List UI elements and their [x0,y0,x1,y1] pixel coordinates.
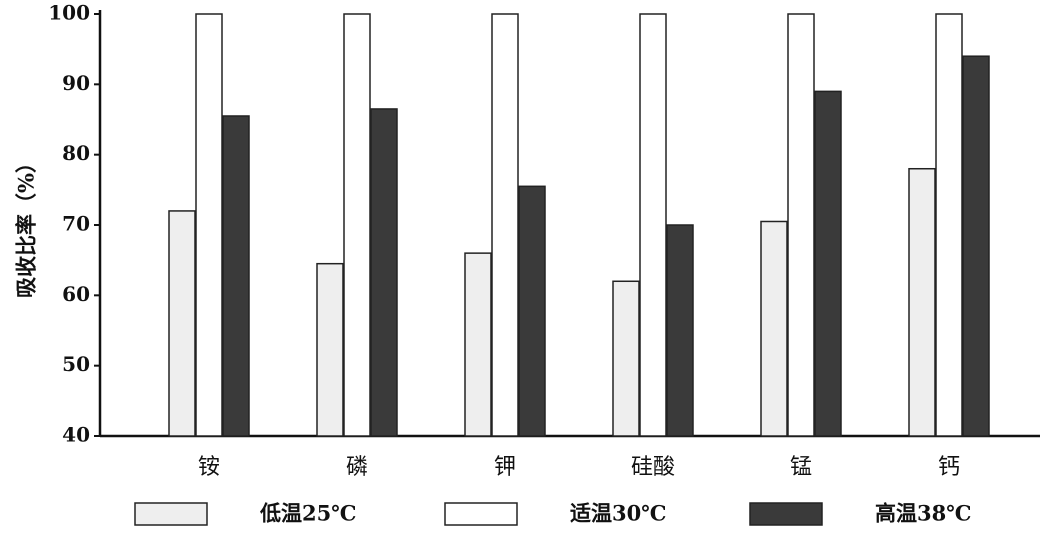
x-tick-label: 磷 [346,455,368,480]
y-tick-label: 70 [62,212,90,236]
y-axis-label: 吸收比率（%） [14,152,39,298]
bar [370,108,398,437]
bar [343,13,371,437]
bar [639,13,667,437]
bar [814,90,842,437]
bar [787,13,815,437]
bar [518,185,546,437]
bar [666,224,694,437]
legend-swatch [749,502,823,526]
x-tick-label: 铵 [198,455,220,480]
x-tick-label: 锰 [790,455,812,480]
legend-label: 高温38℃ [875,501,971,526]
y-tick-label: 50 [62,352,90,376]
bar [222,115,250,437]
y-tick-label: 60 [62,282,90,306]
bar [316,262,344,437]
legend-swatch [134,502,208,526]
bar [962,55,990,437]
bar [935,13,963,437]
y-tick-label: 100 [48,1,90,25]
bar [168,210,196,437]
bar [760,220,788,437]
bar [464,252,492,437]
y-tick-label: 90 [62,71,90,95]
x-tick-label: 钾 [494,455,516,480]
legend-label: 低温25℃ [259,501,356,526]
legend-swatch [444,502,518,526]
y-tick-label: 40 [62,423,90,447]
bar [491,13,519,437]
bar [195,13,223,437]
x-tick-label: 钙 [938,455,960,480]
bar [612,280,640,437]
bar [908,167,936,437]
legend-label: 适温30℃ [570,501,666,526]
x-tick-label: 硅酸 [631,455,675,480]
y-tick-label: 80 [62,141,90,165]
